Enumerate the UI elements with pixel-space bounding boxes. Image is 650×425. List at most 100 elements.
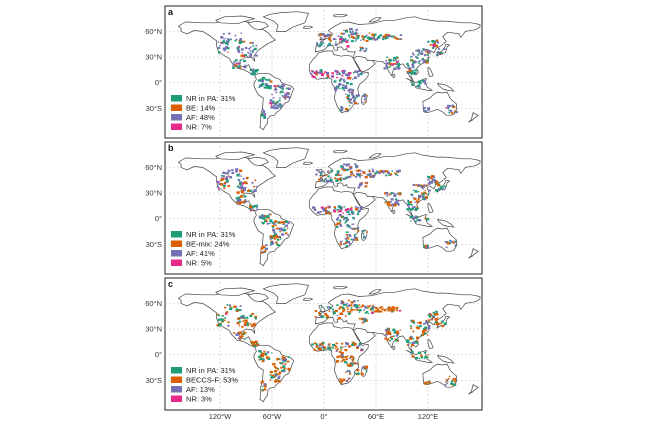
patch-nr-in-pa — [218, 323, 222, 326]
patch-nr-in-pa — [225, 42, 229, 45]
patch-bioenergy — [452, 378, 455, 381]
patch-ar — [345, 380, 349, 382]
patch-ar — [350, 102, 353, 104]
patch-ar — [310, 73, 313, 75]
patch-ar — [348, 371, 351, 373]
patch-nr-in-pa — [435, 321, 439, 324]
patch-nr-in-pa — [362, 38, 364, 40]
patch-ar — [223, 38, 225, 40]
patch-nr-in-pa — [267, 357, 271, 360]
patch-bioenergy — [237, 309, 240, 311]
patch-ar — [353, 304, 356, 307]
land-use-patches — [216, 163, 457, 254]
patch-nr-in-pa — [356, 96, 359, 98]
patch-ar — [285, 224, 288, 227]
patch-bioenergy — [453, 380, 456, 383]
patch-ar — [426, 246, 429, 249]
patch-nr-in-pa — [266, 215, 270, 218]
patch-nr-in-pa — [311, 343, 314, 346]
patch-nr-in-pa — [408, 202, 410, 204]
patch-bioenergy — [425, 61, 429, 64]
legend-label: AF: 41% — [186, 249, 215, 258]
patch-nr-in-pa — [423, 332, 427, 335]
patch-bioenergy — [238, 325, 241, 327]
patch-ar — [311, 70, 315, 73]
patch-ar — [358, 344, 361, 347]
patch-nr — [348, 72, 352, 75]
patch-bioenergy — [339, 222, 342, 224]
patch-ar — [349, 88, 351, 90]
patch-bioenergy — [424, 59, 428, 62]
patch-bioenergy — [435, 319, 438, 321]
patch-ar — [383, 170, 386, 173]
patch-nr-in-pa — [252, 73, 256, 76]
patch-nr-in-pa — [412, 321, 416, 324]
patch-nr — [320, 206, 324, 209]
patch-ar — [359, 176, 361, 178]
latitude-tick-label: 30°S — [146, 240, 162, 249]
land-arctic-islands — [215, 287, 256, 297]
patch-nr-in-pa — [219, 318, 223, 321]
patch-ar — [327, 344, 330, 346]
patch-ar — [277, 376, 281, 379]
patch-nr-in-pa — [376, 171, 379, 173]
patch-nr-in-pa — [261, 385, 264, 387]
patch-bioenergy — [417, 322, 419, 324]
patch-ar — [427, 182, 431, 185]
patch-ar — [349, 176, 352, 178]
patch-nr-in-pa — [276, 101, 279, 103]
patch-bioenergy — [346, 310, 349, 313]
patch-bioenergy — [339, 178, 342, 180]
patch-nr-in-pa — [397, 64, 401, 67]
patch-ar — [282, 96, 285, 98]
patch-bioenergy — [328, 345, 331, 347]
patch-bioenergy — [368, 32, 371, 34]
patch-ar — [349, 209, 352, 211]
patch-nr-in-pa — [451, 380, 454, 383]
patch-nr-in-pa — [258, 350, 262, 353]
patch-ar — [357, 103, 359, 105]
patch-nr — [326, 74, 329, 77]
longitude-tick-label: 60°W — [263, 412, 282, 421]
patch-bioenergy — [227, 175, 230, 177]
patch-bioenergy — [386, 308, 389, 310]
patch-nr — [395, 61, 399, 63]
patch-bioenergy — [274, 102, 276, 104]
patch-ar — [336, 172, 340, 175]
patch-nr-in-pa — [354, 40, 357, 42]
patch-nr-in-pa — [260, 78, 262, 80]
latitude-labels: 60°N30°N0°30°S — [145, 299, 162, 385]
patch-ar — [386, 194, 389, 197]
patch-ar — [389, 201, 392, 203]
patch-bioenergy — [388, 306, 391, 309]
patch-bioenergy — [234, 64, 238, 67]
patch-ar — [282, 362, 284, 364]
patch-ar — [335, 178, 338, 181]
patch-ar — [348, 243, 351, 245]
patch-ar — [220, 177, 223, 179]
patch-ar — [388, 35, 392, 38]
patch-bioenergy — [326, 75, 330, 78]
patch-nr-in-pa — [435, 189, 439, 192]
patch-ar — [327, 306, 330, 309]
patch-ar — [273, 223, 276, 225]
patch-ar — [334, 43, 338, 46]
patch-nr-in-pa — [360, 47, 363, 50]
patch-bioenergy — [344, 315, 347, 317]
patch-nr — [315, 70, 318, 72]
patch-ar — [355, 363, 358, 365]
legend-item: NR: 7% — [171, 123, 212, 132]
patch-bioenergy — [344, 348, 348, 352]
patch-bioenergy — [236, 191, 240, 194]
land-sri-lanka — [392, 345, 396, 350]
patch-bioenergy — [360, 372, 364, 376]
patch-nr-in-pa — [326, 77, 329, 79]
patch-bioenergy — [395, 330, 399, 334]
patch-nr-in-pa — [262, 217, 266, 220]
patch-nr — [391, 63, 395, 66]
patch-bioenergy — [345, 107, 349, 111]
land-indonesia — [405, 350, 433, 363]
patch-nr-in-pa — [363, 94, 366, 96]
patch-ar — [228, 32, 231, 35]
patch-bioenergy — [351, 358, 355, 361]
